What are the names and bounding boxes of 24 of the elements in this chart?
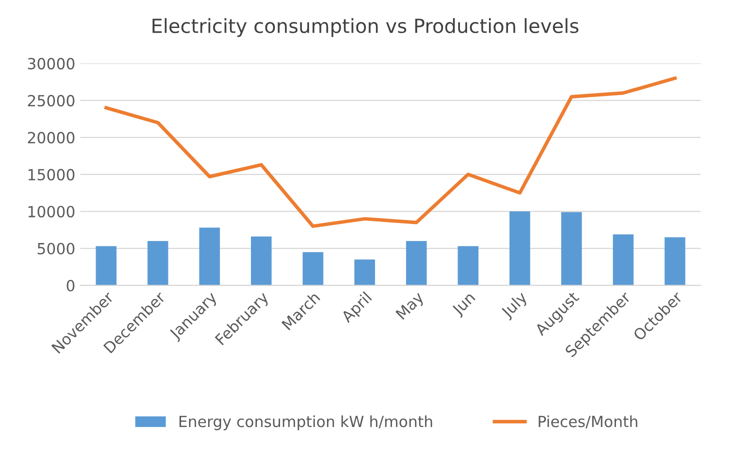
bar	[354, 259, 376, 286]
bar	[664, 237, 686, 286]
y-tick-label: 15000	[28, 168, 74, 180]
y-tick-label: 25000	[28, 94, 74, 106]
legend-label: Energy consumption kW h/month	[180, 415, 432, 430]
bar	[509, 211, 530, 286]
bar	[302, 252, 324, 286]
y-tick-label: 10000	[28, 206, 74, 218]
bar	[458, 246, 478, 286]
line-series	[104, 76, 677, 228]
bar	[612, 234, 634, 286]
y-tick-label: 0	[66, 280, 74, 292]
bar	[148, 240, 168, 286]
chart-title: Electricity consumption vs Production levels	[152, 18, 578, 37]
x-tick-label: Jun	[451, 292, 478, 318]
y-tick-label: 5000	[38, 242, 74, 254]
bar	[96, 246, 116, 286]
y-tick-label: 20000	[28, 132, 74, 144]
legend-label: Pieces/Month	[538, 415, 638, 428]
bar	[406, 240, 427, 286]
bar	[561, 212, 582, 286]
bar	[199, 228, 220, 286]
bar	[250, 236, 272, 286]
y-tick-label: 30000	[28, 58, 74, 70]
